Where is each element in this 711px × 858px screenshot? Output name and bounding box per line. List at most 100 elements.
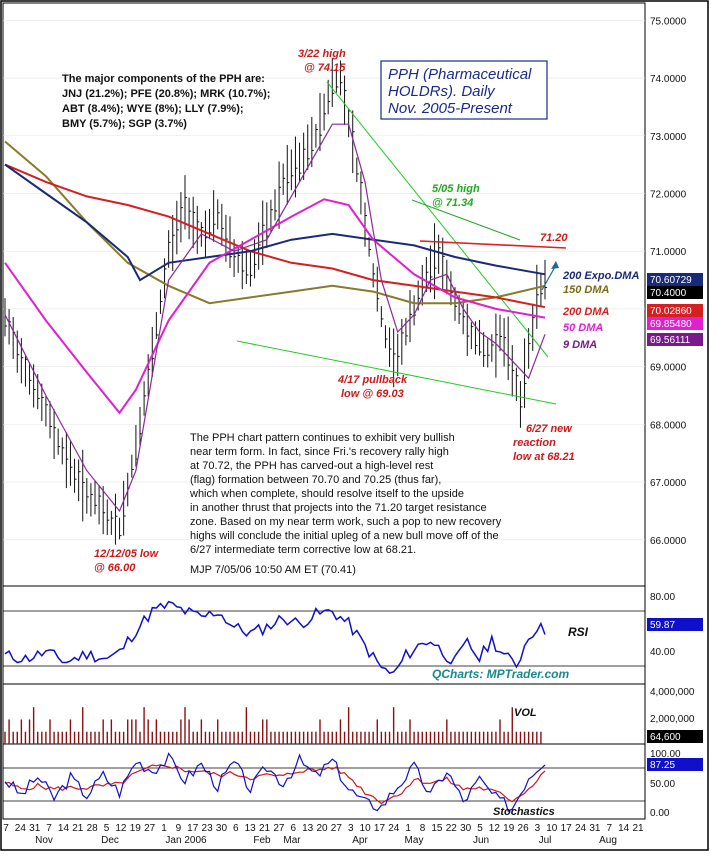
price-tick: 74.0000 bbox=[650, 74, 687, 85]
x-day-tick: 24 bbox=[575, 823, 587, 834]
annot-1212-line1: 12/12/05 low bbox=[94, 548, 160, 560]
x-day-tick: 26 bbox=[518, 823, 530, 834]
stoch-tick-50: 50.00 bbox=[650, 779, 675, 790]
price-tick: 66.0000 bbox=[650, 536, 687, 547]
x-day-tick: 13 bbox=[302, 823, 314, 834]
breakout-arrow bbox=[541, 264, 557, 291]
commentary-line-5: which when complete, should resolve itse… bbox=[189, 488, 464, 500]
annot-1212-line2: @ 66.00 bbox=[94, 562, 136, 574]
commentary-line-6: in another thrust that projects into the… bbox=[190, 502, 487, 514]
ma-dma50 bbox=[4, 198, 546, 415]
commentary-line-7: zone. Based on my near term work, such a… bbox=[190, 516, 502, 528]
x-day-tick: 21 bbox=[259, 823, 271, 834]
x-day-tick: 23 bbox=[202, 823, 214, 834]
stoch-tick-100: 100.00 bbox=[650, 749, 681, 760]
x-month-label: Feb bbox=[253, 835, 271, 846]
tag-dma50 bbox=[647, 317, 703, 330]
price-grid bbox=[3, 20, 645, 541]
x-day-tick: 3 bbox=[535, 823, 541, 834]
tag-dma200 bbox=[647, 304, 703, 317]
annot-322-line2: @ 74.15 bbox=[304, 62, 346, 74]
x-day-tick: 14 bbox=[618, 823, 630, 834]
rsi-tick-80: 80.00 bbox=[650, 592, 675, 603]
x-day-tick: 28 bbox=[87, 823, 99, 834]
lower-trendline bbox=[236, 340, 557, 405]
x-day-tick: 12 bbox=[115, 823, 127, 834]
commentary-line-10: MJP 7/05/06 10:50 AM ET (70.41) bbox=[190, 564, 356, 576]
x-day-tick: 5 bbox=[477, 823, 483, 834]
ma-dma9 bbox=[4, 123, 546, 513]
tag-dma9-text: 69.56111 bbox=[650, 335, 691, 346]
annot-505-line1: 5/05 high bbox=[432, 183, 480, 195]
commentary-line-9: 6/27 intermediate term corrective low at… bbox=[190, 544, 416, 556]
x-day-tick: 1 bbox=[161, 823, 167, 834]
price-tick: 67.0000 bbox=[650, 478, 687, 489]
x-day-tick: 27 bbox=[331, 823, 343, 834]
x-month-label: Jul bbox=[539, 835, 552, 846]
price-tick: 71.0000 bbox=[650, 247, 687, 258]
stoch-k-series bbox=[4, 752, 546, 812]
rsi-series bbox=[4, 600, 546, 674]
vol-tick-2m: 2,000,000 bbox=[650, 714, 695, 725]
x-month-label: Apr bbox=[352, 835, 368, 846]
ma-label-dma200: 200 DMA bbox=[562, 306, 610, 318]
tag-dma200-text: 70.02860 bbox=[650, 306, 692, 317]
commentary-text: The PPH chart pattern continues to exhib… bbox=[189, 432, 502, 576]
title-line-1: PPH (Pharmaceutical bbox=[388, 66, 532, 83]
tag-dma150 bbox=[647, 286, 703, 299]
x-day-tick: 7 bbox=[606, 823, 612, 834]
commentary-line-3: at 70.72, the PPH has carved-out a high-… bbox=[190, 460, 433, 472]
commentary-line-1: The PPH chart pattern continues to exhib… bbox=[190, 432, 455, 444]
ma-label-ema200: 200 Expo.DMA bbox=[562, 270, 639, 282]
vol-value-tag bbox=[647, 730, 703, 743]
arrow-505 bbox=[411, 199, 521, 241]
x-day-tick: 27 bbox=[273, 823, 285, 834]
x-day-tick: 17 bbox=[561, 823, 573, 834]
x-day-tick: 22 bbox=[446, 823, 458, 834]
tag-dma9 bbox=[647, 333, 703, 346]
rsi-label: RSI bbox=[568, 625, 589, 639]
x-day-tick: 19 bbox=[130, 823, 142, 834]
stoch-value: 87.25 bbox=[650, 760, 675, 771]
stoch-label: Stochastics bbox=[493, 806, 555, 818]
commentary-line-4: (flag) formation between 70.70 and 70.25… bbox=[190, 474, 441, 486]
commentary-line-8: highs will conclude the initial upleg of… bbox=[190, 530, 499, 542]
x-day-tick: 17 bbox=[374, 823, 386, 834]
x-day-tick: 24 bbox=[15, 823, 27, 834]
price-tick: 68.0000 bbox=[650, 420, 687, 431]
credit-text: QCharts: MPTrader.com bbox=[432, 667, 569, 681]
breakout-arrow-head bbox=[551, 261, 559, 269]
components-line-2: JNJ (21.2%); PFE (20.8%); MRK (10.7%); bbox=[62, 88, 270, 100]
annot-pullback-line1: 4/17 pullback bbox=[337, 374, 408, 386]
x-day-tick: 5 bbox=[104, 823, 110, 834]
x-day-tick: 8 bbox=[420, 823, 426, 834]
x-day-tick: 17 bbox=[187, 823, 199, 834]
x-day-tick: 15 bbox=[431, 823, 443, 834]
annot-322-line1: 3/22 high bbox=[298, 48, 346, 60]
volume-bars bbox=[4, 707, 542, 744]
price-tick: 73.0000 bbox=[650, 132, 687, 143]
vol-value: 64,600 bbox=[650, 732, 681, 743]
tag-ema200-text: 70.60729 bbox=[650, 275, 692, 286]
x-axis-days: 7 24 31 7 14 21 28 5 12 19 27 1 9 17 23 30 6 13 21 27 6 13 20 2… bbox=[3, 823, 644, 834]
components-line-4: BMY (5.7%); SGP (3.7%) bbox=[62, 118, 187, 130]
stoch-value-tag bbox=[647, 758, 703, 771]
annot-505-line2: @ 71.34 bbox=[432, 197, 473, 209]
components-text: The major components of the PPH are: JNJ… bbox=[62, 73, 270, 130]
rsi-tick-40: 40.00 bbox=[650, 647, 675, 658]
x-day-tick: 10 bbox=[360, 823, 372, 834]
x-month-label: May bbox=[405, 835, 424, 846]
price-tick: 72.0000 bbox=[650, 189, 687, 200]
x-month-label: Aug bbox=[599, 835, 617, 846]
x-day-tick: 7 bbox=[3, 823, 9, 834]
x-day-tick: 1 bbox=[405, 823, 411, 834]
rsi-value-tag bbox=[647, 618, 703, 631]
ma-label-dma9: 9 DMA bbox=[563, 339, 597, 351]
x-day-tick: 21 bbox=[632, 823, 644, 834]
annot-newlow-line3: low at 68.21 bbox=[513, 451, 575, 463]
x-day-tick: 31 bbox=[29, 823, 41, 834]
x-month-label: Jun bbox=[473, 835, 489, 846]
title-line-3: Nov. 2005-Present bbox=[388, 100, 513, 117]
